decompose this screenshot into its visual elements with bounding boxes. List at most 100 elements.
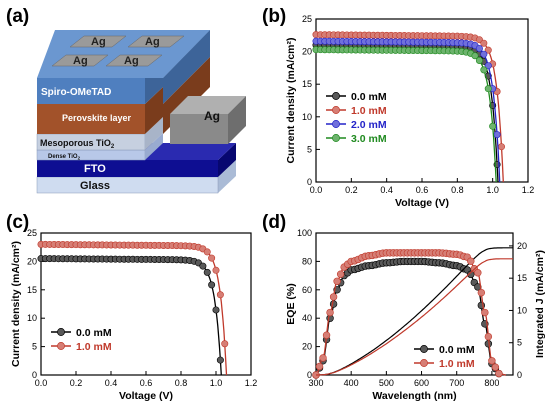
perovskite-label: Perovskite layer (62, 113, 132, 123)
panel-label-c: (c) (6, 212, 29, 233)
glass-layer-side (218, 160, 236, 193)
ag-label-4: Ag (124, 55, 139, 67)
y-right-tick-label: 15 (517, 273, 527, 283)
x-tick-label: 300 (308, 378, 323, 388)
y-right-tick-label: 10 (517, 305, 527, 315)
legend-marker (332, 92, 340, 100)
ag-label-3: Ag (73, 55, 88, 67)
data-point (221, 340, 229, 348)
eqe-point (333, 277, 341, 285)
fto-layer-side (218, 143, 236, 177)
ag-side-electrode (170, 114, 228, 144)
y-axis-label: Current density (mA/cm²) (10, 241, 22, 367)
y-tick-label: 20 (27, 256, 37, 266)
x-tick-label: 1.0 (210, 378, 223, 388)
perovskite-layer-side (145, 87, 163, 134)
y-tick-label: 20 (302, 47, 312, 57)
y-tick-label: 60 (302, 285, 312, 295)
x-tick-label: 500 (379, 378, 394, 388)
legend-marker (420, 359, 428, 367)
panel-label-a: (a) (6, 6, 29, 27)
integrated-j-line-1 (316, 258, 513, 376)
legend-label: 1.0 mM (351, 105, 387, 117)
eqe-point (326, 308, 334, 317)
y-tick-label: 25 (27, 228, 37, 238)
fto-label: FTO (84, 163, 106, 175)
eqe-point (329, 300, 338, 308)
dense-label-text: Dense TiO (48, 154, 78, 160)
y-tick-label: 5 (32, 342, 37, 352)
ag-label-2: Ag (145, 36, 160, 48)
legend-label: 1.0 mM (76, 341, 112, 353)
legend-label: 3.0 mM (351, 133, 387, 145)
legend-marker (332, 106, 340, 114)
y-tick-label: 15 (302, 79, 312, 89)
legend-label: 1.0 mM (439, 358, 475, 370)
x-tick-label: 0.6 (416, 185, 429, 195)
data-point (208, 281, 216, 289)
dense-tio2-layer-side (145, 133, 163, 160)
x-tick-label: 0.6 (140, 378, 153, 388)
data-point (480, 50, 488, 58)
dense-label-sub: 2 (78, 156, 81, 161)
x-tick-label: 0.8 (175, 378, 188, 388)
x-tick-label: 1.2 (245, 378, 258, 388)
spiro-label: Spiro-OMeTAD (41, 87, 111, 98)
dense-label: Dense TiO2 (48, 154, 81, 161)
chart-d: 300 400 500 600 700 800020406080100Wavelength… (285, 228, 546, 402)
y-tick-label: 25 (302, 14, 312, 24)
meso-label-text: Mesoporous TiO (40, 138, 111, 148)
series-line-b-3 (315, 48, 497, 183)
eqe-point (319, 354, 327, 362)
series-line-b-0 (316, 44, 499, 183)
ag-side-electrode-side (228, 96, 246, 144)
legend-label: 0.0 mM (351, 91, 387, 103)
eqe-point (315, 362, 324, 371)
x-axis-label: Voltage (V) (395, 197, 449, 209)
ag-contact-3 (51, 54, 109, 67)
spiro-layer-side-upper (163, 30, 210, 104)
eqe-point (488, 357, 496, 365)
x-tick-label: 0.4 (380, 185, 393, 195)
perovskite-layer (37, 104, 145, 134)
meso-tio2-layer-side (145, 117, 163, 150)
data-point (471, 52, 479, 60)
x-tick-label: 700 (449, 378, 464, 388)
plot-frame-d (315, 232, 514, 376)
ag-contact-2 (127, 35, 185, 48)
data-point (497, 143, 505, 151)
y-right-axis-label: Integrated J (mA/cm²) (534, 250, 546, 358)
eqe-point (467, 257, 475, 265)
ag-side-electrode-top (170, 96, 246, 114)
x-tick-label: 600 (414, 378, 429, 388)
x-tick-label: 400 (344, 378, 359, 388)
eqe-point (467, 270, 475, 279)
x-tick-label: 0.2 (70, 378, 83, 388)
x-tick-label: 800 (484, 378, 499, 388)
ag-side-label: Ag (204, 109, 220, 123)
fto-layer (37, 160, 218, 177)
x-tick-label: 0.0 (310, 185, 323, 195)
y-tick-label: 0 (307, 370, 312, 380)
data-point (216, 291, 224, 299)
y-tick-label: 10 (302, 112, 312, 122)
panel-label-d: (d) (262, 212, 286, 233)
data-point (489, 122, 497, 130)
data-point (212, 266, 220, 274)
data-point (484, 85, 492, 93)
legend-marker (57, 342, 65, 350)
y-right-tick-label: 0 (517, 370, 522, 380)
eqe-point (329, 293, 338, 301)
y-tick-label: 20 (302, 342, 312, 352)
x-tick-label: 0.4 (105, 378, 118, 388)
y-tick-label: 100 (297, 228, 312, 238)
x-tick-label: 1.2 (522, 185, 535, 195)
data-point (475, 56, 483, 64)
eqe-point (474, 269, 482, 277)
ag-contact-4 (105, 54, 163, 67)
ag-label-1: Ag (91, 36, 106, 48)
y-tick-label: 40 (302, 313, 312, 323)
data-point (484, 62, 492, 70)
y-axis-label: Current density (mA/cm²) (285, 37, 297, 163)
